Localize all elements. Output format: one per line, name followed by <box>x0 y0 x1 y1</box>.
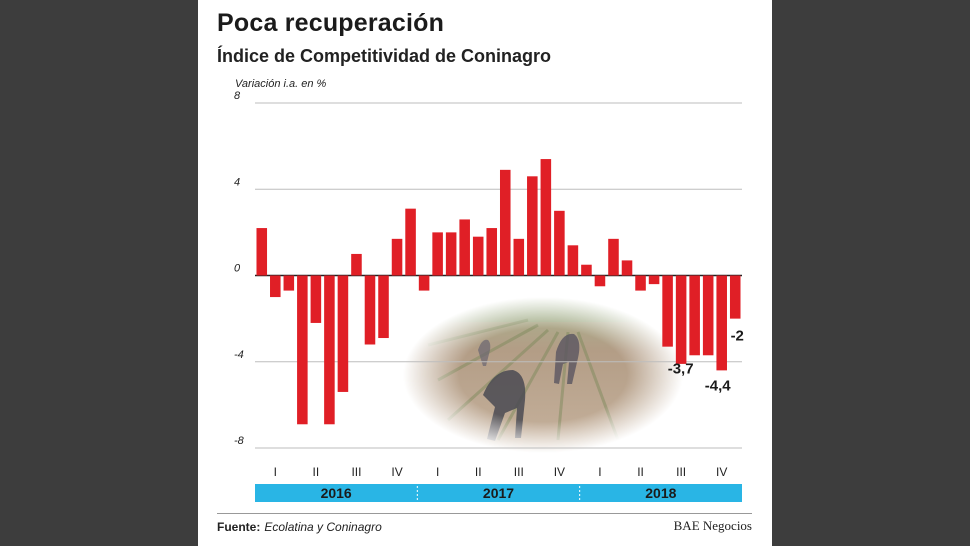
bar <box>689 275 700 356</box>
year-label: 2018 <box>645 485 676 501</box>
source-note: Fuente: Ecolatina y Coninagro <box>217 520 382 534</box>
quarter-label: II <box>637 465 644 479</box>
bar <box>567 245 579 276</box>
bar <box>527 176 538 276</box>
bar <box>283 275 295 291</box>
bar <box>662 275 673 347</box>
bar <box>391 238 403 276</box>
quarter-label: II <box>313 465 320 479</box>
quarter-label: III <box>676 465 686 479</box>
chart-title: Poca recuperación <box>217 9 445 37</box>
bar <box>364 275 376 345</box>
quarter-label: I <box>436 465 439 479</box>
gridlines <box>255 102 742 449</box>
bars <box>256 159 741 425</box>
year-label: 2017 <box>483 485 514 501</box>
bar <box>405 208 416 276</box>
bar <box>459 219 470 276</box>
bar <box>635 275 646 291</box>
quarter-label: IV <box>391 465 402 479</box>
field-workers-photo <box>403 295 683 455</box>
bar <box>513 238 525 276</box>
y-tick-label: 4 <box>234 176 240 188</box>
bar <box>351 253 362 276</box>
year-label: 2016 <box>321 485 352 501</box>
quarter-label: IV <box>554 465 565 479</box>
chart-card: 8 4 0 -4 -8 -3,7 -4,4 -2 I II III IV I II III IV I II II… <box>198 0 772 546</box>
y-axis-label: Variación i.a. en % <box>235 78 327 90</box>
bar <box>472 236 484 276</box>
bar <box>554 210 565 276</box>
bar <box>270 275 281 298</box>
y-tick-label: 0 <box>234 263 241 275</box>
y-tick-label: -8 <box>234 435 245 447</box>
bar-chart: 840-4-8 -3,7-4,4-2 I II III IV I II III IV I II II… <box>234 90 744 502</box>
y-tick-labels: 8 4 0 -4 -8 <box>234 90 245 447</box>
bar <box>702 275 714 356</box>
y-tick-label: -4 <box>234 349 244 361</box>
bar <box>499 169 511 276</box>
y-tick-label: 8 <box>234 90 241 102</box>
bar <box>594 275 606 287</box>
bar <box>540 159 552 276</box>
bar <box>729 275 741 319</box>
bar <box>486 228 498 276</box>
bar <box>337 275 349 392</box>
credit-logo: BAE Negocios <box>673 518 752 533</box>
quarter-label: III <box>351 465 361 479</box>
data-label: -4,4 <box>705 377 732 394</box>
bar <box>432 232 443 276</box>
bar <box>324 275 335 425</box>
data-label: -2 <box>731 328 744 345</box>
quarter-label: I <box>274 465 277 479</box>
bar <box>581 264 592 276</box>
year-band <box>255 484 742 502</box>
quarter-label: III <box>514 465 524 479</box>
bar <box>675 275 687 364</box>
bar <box>297 275 308 425</box>
quarter-label: II <box>475 465 482 479</box>
footer-divider <box>217 513 752 514</box>
data-labels: -3,7 -4,4 -2 <box>668 328 744 395</box>
bar <box>608 238 619 276</box>
source-label: Fuente: <box>217 520 261 534</box>
bar <box>418 275 430 291</box>
quarter-label: IV <box>716 465 727 479</box>
bar <box>445 232 457 276</box>
bar <box>310 275 322 323</box>
bar <box>716 275 727 371</box>
bar <box>648 275 660 285</box>
chart-subtitle: Índice de Competitividad de Coninagro <box>217 46 552 66</box>
source-text: Ecolatina y Coninagro <box>264 520 382 534</box>
quarter-label: I <box>598 465 601 479</box>
bar <box>621 260 633 276</box>
bar <box>256 228 268 276</box>
data-label: -3,7 <box>668 360 694 377</box>
bar <box>378 275 389 339</box>
